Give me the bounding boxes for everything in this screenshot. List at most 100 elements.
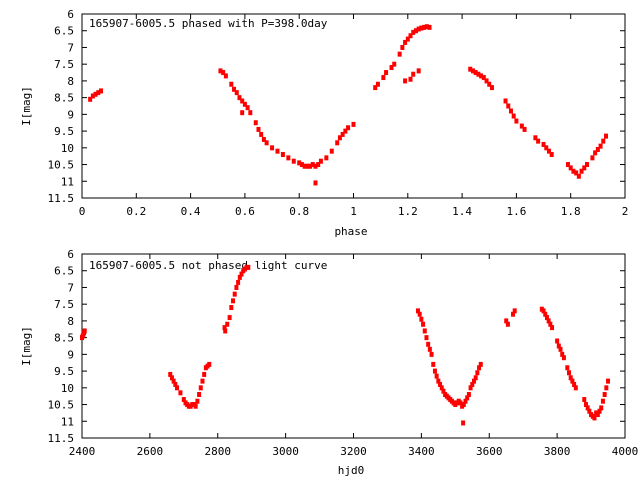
y-tick-label-phased: 10 [61, 142, 74, 155]
data-point-unphased [471, 378, 476, 384]
data-point-phased [400, 44, 405, 50]
data-point-phased [408, 33, 413, 39]
data-point-unphased [468, 385, 473, 391]
data-point-unphased [544, 315, 549, 321]
data-point-phased [568, 165, 573, 171]
data-point-phased [229, 81, 234, 87]
data-point-phased [291, 158, 296, 164]
data-point-unphased [600, 398, 605, 404]
data-point-unphased [229, 305, 234, 311]
plot-frame-unphased [81, 253, 626, 439]
data-point-phased [286, 155, 291, 161]
data-point-unphased [478, 361, 483, 367]
data-point-phased [470, 68, 475, 74]
x-tick-label-phased: 0.6 [235, 205, 255, 218]
data-point-phased [242, 101, 247, 107]
data-point-phased [88, 96, 93, 102]
y-tick-label-phased: 10.5 [48, 159, 75, 172]
data-point-phased [253, 120, 258, 126]
data-point-phased [403, 78, 408, 84]
chart-panel-unphased: 165907-6005.5 not phased light curve hjd… [20, 248, 638, 477]
data-point-unphased [422, 328, 427, 334]
data-point-unphased [169, 375, 174, 381]
data-point-phased [411, 29, 416, 35]
x-tick-label-unphased: 3400 [408, 445, 435, 458]
data-point-phased [424, 24, 429, 30]
data-point-unphased [431, 361, 436, 367]
x-tick-label-phased: 0.8 [289, 205, 309, 218]
data-point-unphased [463, 398, 468, 404]
y-tick-label-unphased: 9 [67, 348, 74, 361]
x-tick-label-phased: 0 [79, 205, 86, 218]
data-point-unphased [587, 408, 592, 414]
data-point-phased [259, 131, 264, 137]
data-point-unphased [239, 271, 244, 277]
x-tick-label-phased: 1.4 [452, 205, 472, 218]
x-tick-label-unphased: 3800 [544, 445, 571, 458]
x-tick-label-unphased: 2800 [205, 445, 232, 458]
data-point-phased [487, 81, 492, 87]
data-point-phased [541, 141, 546, 147]
data-point-unphased [550, 325, 555, 331]
data-point-unphased [207, 361, 212, 367]
data-point-phased [240, 110, 245, 116]
data-point-unphased [426, 341, 431, 347]
data-point-phased [256, 126, 261, 132]
data-point-phased [574, 170, 579, 176]
y-tick-label-phased: 7 [67, 41, 74, 54]
data-point-phased [96, 90, 101, 96]
data-point-unphased [427, 346, 432, 352]
y-tick-label-unphased: 11 [61, 415, 74, 428]
data-point-phased [536, 138, 541, 144]
data-point-unphased [505, 321, 510, 327]
chart-panel-phased: 165907-6005.5 phased with P=398.0day pha… [20, 8, 628, 238]
data-point-phased [221, 70, 226, 76]
data-point-unphased [417, 311, 422, 317]
y-tick-label-phased: 6.5 [54, 25, 74, 38]
data-point-unphased [237, 274, 242, 280]
data-point-phased [489, 85, 494, 91]
x-tick-label-phased: 2 [622, 205, 629, 218]
x-tick-label-unphased: 2600 [137, 445, 164, 458]
data-point-phased [408, 76, 413, 82]
data-point-phased [419, 25, 424, 31]
data-point-phased [593, 150, 598, 156]
data-point-unphased [558, 346, 563, 352]
data-point-unphased [504, 318, 509, 324]
data-point-unphased [602, 392, 607, 398]
data-point-phased [313, 180, 318, 186]
y-tick-label-unphased: 9.5 [54, 365, 74, 378]
data-point-phased [308, 163, 313, 169]
y-tick-label-unphased: 8 [67, 315, 74, 328]
data-point-unphased [171, 378, 176, 384]
data-point-unphased [198, 385, 203, 391]
data-point-phased [397, 51, 402, 57]
data-point-phased [603, 133, 608, 139]
data-point-unphased [195, 398, 200, 404]
data-point-phased [280, 152, 285, 158]
data-point-phased [595, 146, 600, 152]
data-point-unphased [565, 365, 570, 371]
data-point-phased [337, 135, 342, 141]
y-tick-label-unphased: 8.5 [54, 332, 74, 345]
data-point-unphased [546, 318, 551, 324]
data-point-unphased [592, 415, 597, 421]
data-point-phased [93, 91, 98, 97]
data-point-phased [476, 71, 481, 77]
data-point-phased [90, 93, 95, 99]
chart-title-phased: 165907-6005.5 phased with P=398.0day [89, 17, 328, 30]
data-point-unphased [421, 321, 426, 327]
x-ticks-phased: 0 0.2 0.4 0.6 0.8 1 1.2 1.4 1.6 1.8 2 [79, 14, 629, 218]
data-point-unphased [168, 371, 173, 377]
data-point-phased [240, 98, 245, 104]
data-point-phased [506, 103, 511, 109]
data-point-phased [479, 73, 484, 79]
data-point-unphased [465, 395, 470, 401]
data-point-phased [261, 136, 266, 142]
data-point-phased [579, 168, 584, 174]
data-point-unphased [466, 392, 471, 398]
data-point-unphased [246, 264, 251, 270]
data-point-phased [232, 86, 237, 92]
data-point-phased [335, 140, 340, 146]
data-point-phased [343, 128, 348, 134]
